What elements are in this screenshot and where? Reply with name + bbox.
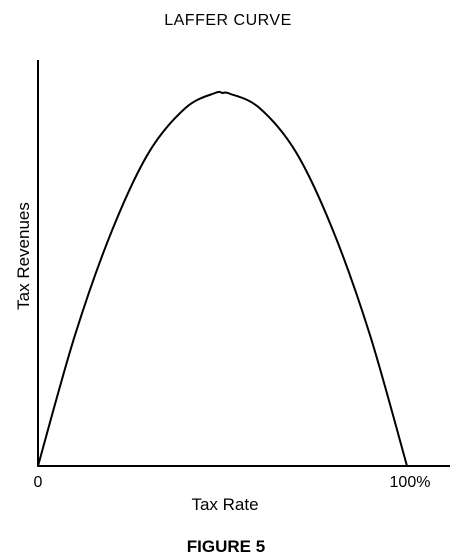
x-tick-label-100: 100%: [390, 474, 431, 491]
y-axis-label: Tax Revenues: [14, 202, 33, 310]
x-axis-label: Tax Rate: [191, 495, 258, 514]
chart-title: LAFFER CURVE: [164, 12, 292, 29]
figure-caption: FIGURE 5: [187, 537, 265, 556]
laffer-curve-line: [37, 90, 408, 467]
x-tick-label-0: 0: [34, 474, 43, 491]
